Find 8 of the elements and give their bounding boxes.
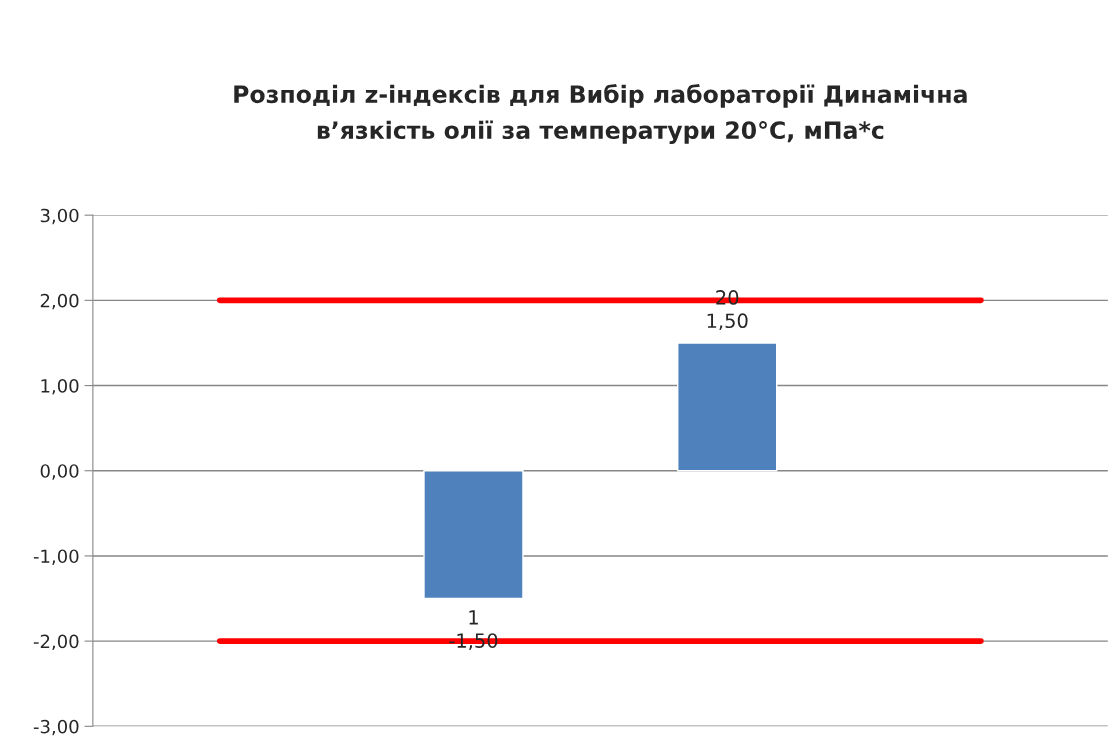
y-tick-label: 1,00: [41, 379, 79, 395]
y-tick-label: 2,00: [40, 293, 79, 310]
y-tick-label: 0,00: [40, 464, 79, 480]
y-tick-label: 3,00: [40, 208, 79, 225]
y-tick-label: -3,00: [33, 719, 79, 736]
y-tick-label: -2,00: [33, 634, 79, 651]
y-tick-label: -1,00: [33, 549, 79, 565]
chart-title: Розподіл z-індексів для Вибір лабораторії Динамічна в’язкість олії за температури 20°С, мПа*с: [234, 84, 967, 144]
